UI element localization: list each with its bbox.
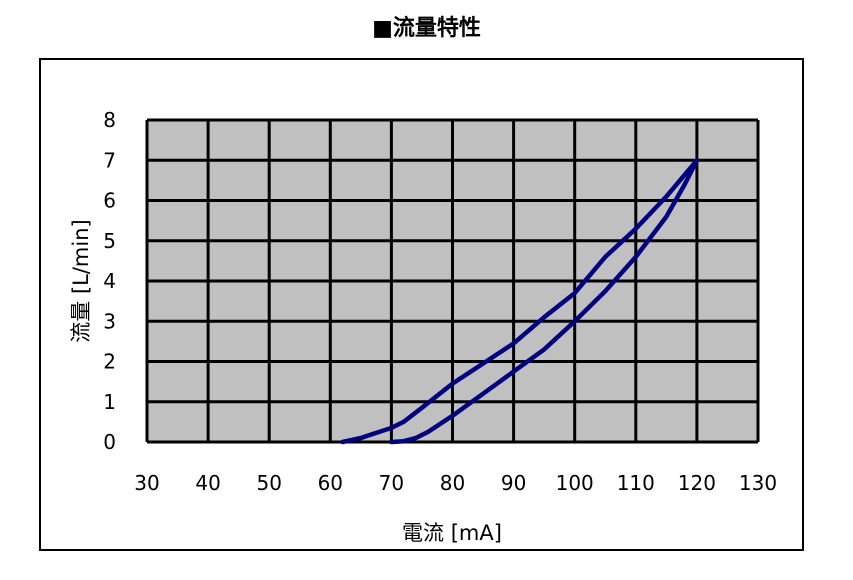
x-tick-label: 40 [195, 471, 220, 495]
x-tick-label: 80 [440, 471, 465, 495]
y-tick-label: 8 [103, 108, 116, 132]
x-axis-label: 電流 [mA] [402, 521, 502, 545]
y-tick-label: 5 [103, 229, 116, 253]
y-axis-label: 流量 [L/min] [69, 219, 93, 342]
x-tick-label: 70 [379, 471, 404, 495]
chart-frame [39, 58, 804, 551]
x-tick-label: 130 [739, 471, 777, 495]
y-tick-label: 7 [103, 148, 116, 172]
y-tick-label: 2 [103, 350, 116, 374]
y-tick-labels: 0 1 2 3 4 5 6 7 8 [103, 108, 116, 454]
y-tick-label: 3 [103, 309, 116, 333]
series-line-1 [340, 158, 700, 445]
y-tick-label: 1 [103, 390, 116, 414]
y-tick-label: 0 [103, 430, 116, 454]
x-tick-label: 110 [617, 471, 655, 495]
x-tick-labels: 30 40 50 60 70 80 90 100 110 120 130 [134, 471, 777, 495]
series-line-2 [389, 158, 700, 445]
x-tick-label: 60 [318, 471, 343, 495]
x-tick-label: 100 [556, 471, 594, 495]
x-tick-label: 120 [678, 471, 716, 495]
grid [145, 118, 760, 444]
series-group [340, 158, 700, 445]
chart-title: ■流量特性 [372, 16, 481, 41]
x-tick-label: 90 [501, 471, 526, 495]
y-tick-label: 6 [103, 189, 116, 213]
y-tick-label: 4 [103, 269, 116, 293]
x-tick-label: 50 [256, 471, 281, 495]
x-tick-label: 30 [134, 471, 159, 495]
